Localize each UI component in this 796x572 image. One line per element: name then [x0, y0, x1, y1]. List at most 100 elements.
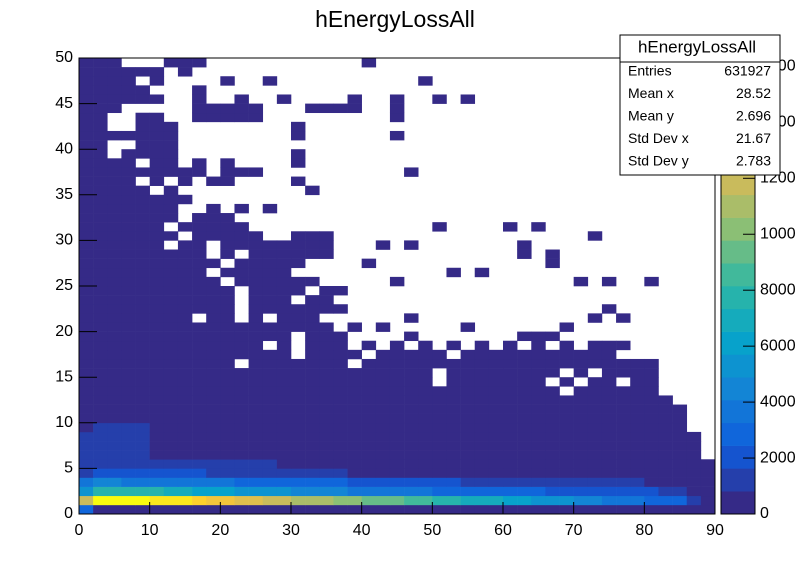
cell	[503, 459, 518, 469]
cell	[248, 349, 264, 360]
cell	[644, 395, 659, 405]
cell	[573, 477, 589, 487]
cell	[418, 76, 433, 86]
cell	[503, 340, 518, 351]
cell	[418, 377, 433, 387]
cell	[559, 459, 574, 469]
cell	[248, 231, 264, 241]
cell	[630, 450, 645, 460]
cell	[121, 167, 136, 177]
cell	[474, 495, 490, 506]
cell	[305, 468, 320, 478]
cell	[79, 422, 94, 433]
cell	[135, 431, 150, 442]
cell	[474, 486, 490, 497]
cell	[644, 358, 659, 369]
cell	[135, 313, 150, 323]
cell	[276, 313, 292, 323]
cell	[333, 486, 348, 497]
cell	[375, 504, 391, 515]
cell	[177, 386, 193, 396]
cell	[149, 94, 165, 104]
cell	[262, 441, 278, 451]
cell	[644, 441, 659, 451]
cell	[206, 258, 221, 269]
cell	[177, 340, 193, 351]
cell	[276, 240, 292, 250]
cell	[319, 240, 334, 250]
cell	[291, 459, 306, 469]
cell	[248, 468, 264, 478]
cell	[79, 94, 94, 104]
cell	[149, 76, 165, 86]
cell	[234, 377, 249, 387]
cell	[93, 85, 108, 95]
cell	[149, 368, 165, 378]
cell	[149, 67, 165, 77]
cell	[333, 286, 348, 296]
cell	[107, 240, 122, 250]
cell	[121, 450, 136, 460]
cell	[107, 130, 122, 141]
cell	[432, 450, 447, 460]
cell	[79, 477, 94, 487]
cell	[107, 203, 122, 214]
color-band	[721, 194, 755, 218]
cell	[206, 222, 221, 232]
cell	[517, 477, 532, 487]
cell	[220, 304, 235, 314]
cell	[177, 468, 193, 478]
cell	[248, 322, 264, 332]
cell	[601, 349, 617, 360]
cell	[121, 276, 136, 287]
cell	[587, 459, 603, 469]
cell	[149, 441, 165, 451]
cell	[573, 431, 589, 442]
cell	[474, 422, 490, 433]
cell	[658, 495, 673, 506]
cell	[149, 468, 165, 478]
cell	[163, 395, 179, 405]
cell	[135, 185, 150, 196]
cell	[404, 441, 419, 451]
cell	[220, 441, 235, 451]
stat-label: Entries	[628, 63, 672, 79]
cell	[559, 377, 574, 387]
x-tick-label: 30	[282, 522, 300, 539]
cell	[163, 386, 179, 396]
cell	[163, 276, 179, 287]
x-tick-label: 40	[353, 522, 371, 539]
cell	[121, 395, 136, 405]
cell	[93, 130, 108, 141]
cell	[149, 167, 165, 177]
cell	[79, 395, 94, 405]
cell	[177, 477, 193, 487]
cell	[79, 176, 94, 186]
cell	[220, 459, 235, 469]
cell	[93, 267, 108, 278]
cell	[163, 450, 179, 460]
cell	[121, 286, 136, 296]
cell	[333, 431, 348, 442]
cell	[446, 267, 461, 278]
cell	[616, 441, 631, 451]
cell	[630, 395, 645, 405]
cell	[361, 368, 377, 378]
cell	[121, 231, 136, 241]
cell	[135, 468, 150, 478]
cell	[319, 431, 334, 442]
cell	[107, 185, 122, 196]
cell	[276, 322, 292, 332]
cell	[149, 304, 165, 314]
cell	[389, 130, 405, 141]
cell	[291, 468, 306, 478]
cell	[545, 413, 560, 424]
cell	[206, 349, 221, 360]
x-tick-label: 60	[494, 522, 512, 539]
cell	[163, 477, 179, 487]
cell	[488, 368, 504, 378]
cell	[672, 486, 688, 497]
cell	[192, 477, 207, 487]
cell	[361, 477, 377, 487]
cell	[149, 404, 165, 414]
